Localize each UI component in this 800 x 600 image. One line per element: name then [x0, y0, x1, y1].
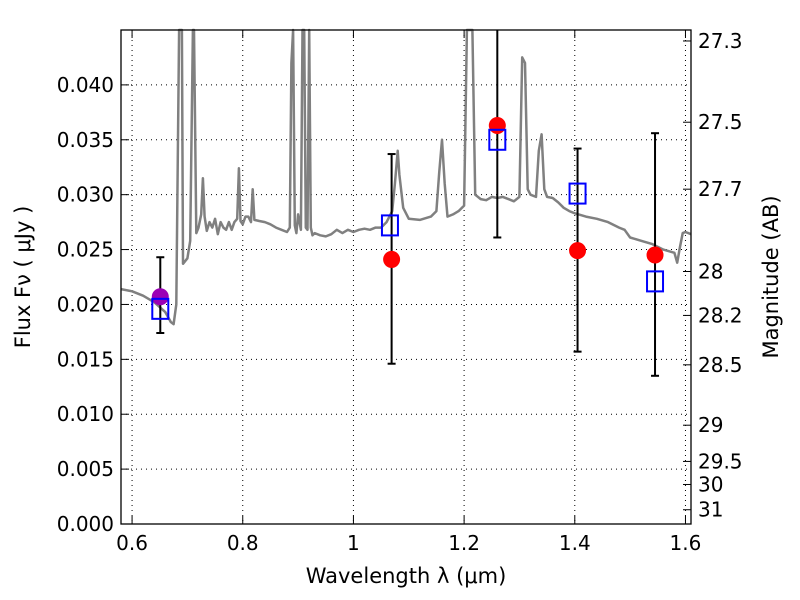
right-axis-label: Magnitude (AB)	[759, 195, 783, 358]
right-tick-label: 29	[698, 413, 723, 437]
x-tick-label: 0.6	[116, 531, 148, 555]
model-point	[151, 297, 170, 320]
x-axis: 0.6 0.8 1 1.2 1.4 1.6	[116, 30, 701, 555]
x-tick-label: 1.6	[670, 531, 702, 555]
right-tick-label: 28	[698, 260, 723, 284]
y-axis-label: Flux Fν ( μJy )	[11, 206, 35, 349]
observed-point	[569, 242, 587, 260]
model-points-layer	[151, 128, 665, 320]
right-tick-label: 28.5	[698, 353, 743, 377]
observed-layer	[151, 117, 664, 306]
observed-point	[383, 250, 401, 268]
right-tick-label: 31	[698, 498, 723, 522]
grid-layer	[121, 30, 691, 525]
y-tick-label: 0.010	[57, 402, 114, 426]
x-tick-label: 1.2	[448, 531, 480, 555]
y-tick-label: 0.005	[57, 457, 114, 481]
y-tick-label: 0.025	[57, 238, 114, 262]
model-point	[488, 128, 507, 151]
right-tick-label: 30	[698, 472, 723, 496]
y-tick-label: 0.030	[57, 183, 114, 207]
x-axis-label: Wavelength λ (μm)	[306, 564, 507, 588]
model-point	[380, 214, 399, 237]
observed-point	[151, 288, 169, 306]
observed-point	[646, 246, 664, 264]
y-tick-label: 0.040	[57, 73, 114, 97]
model-point	[646, 270, 665, 293]
y-tick-label: 0.020	[57, 292, 114, 316]
observed-point	[488, 117, 506, 135]
spectrum-layer	[120, 28, 692, 326]
y-axis: 0.000 0.005 0.010 0.015 0.020 0.025 0.030 0.035…	[57, 73, 129, 536]
y-tick-label: 0.035	[57, 128, 114, 152]
x-tick-label: 1.4	[559, 531, 591, 555]
right-tick-label: 28.2	[698, 303, 743, 327]
right-tick-label: 29.5	[698, 449, 743, 473]
y-tick-label: 0.000	[57, 512, 114, 536]
plot-frame	[120, 29, 692, 525]
x-tick-label: 1	[347, 531, 360, 555]
model-spectrum-line	[120, 28, 692, 326]
y-tick-label: 0.015	[57, 347, 114, 371]
model-point	[568, 182, 587, 205]
x-tick-label: 0.8	[227, 531, 259, 555]
right-tick-label: 27.5	[698, 110, 743, 134]
right-tick-label: 27.3	[698, 29, 743, 53]
right-tick-label: 27.7	[698, 177, 743, 201]
